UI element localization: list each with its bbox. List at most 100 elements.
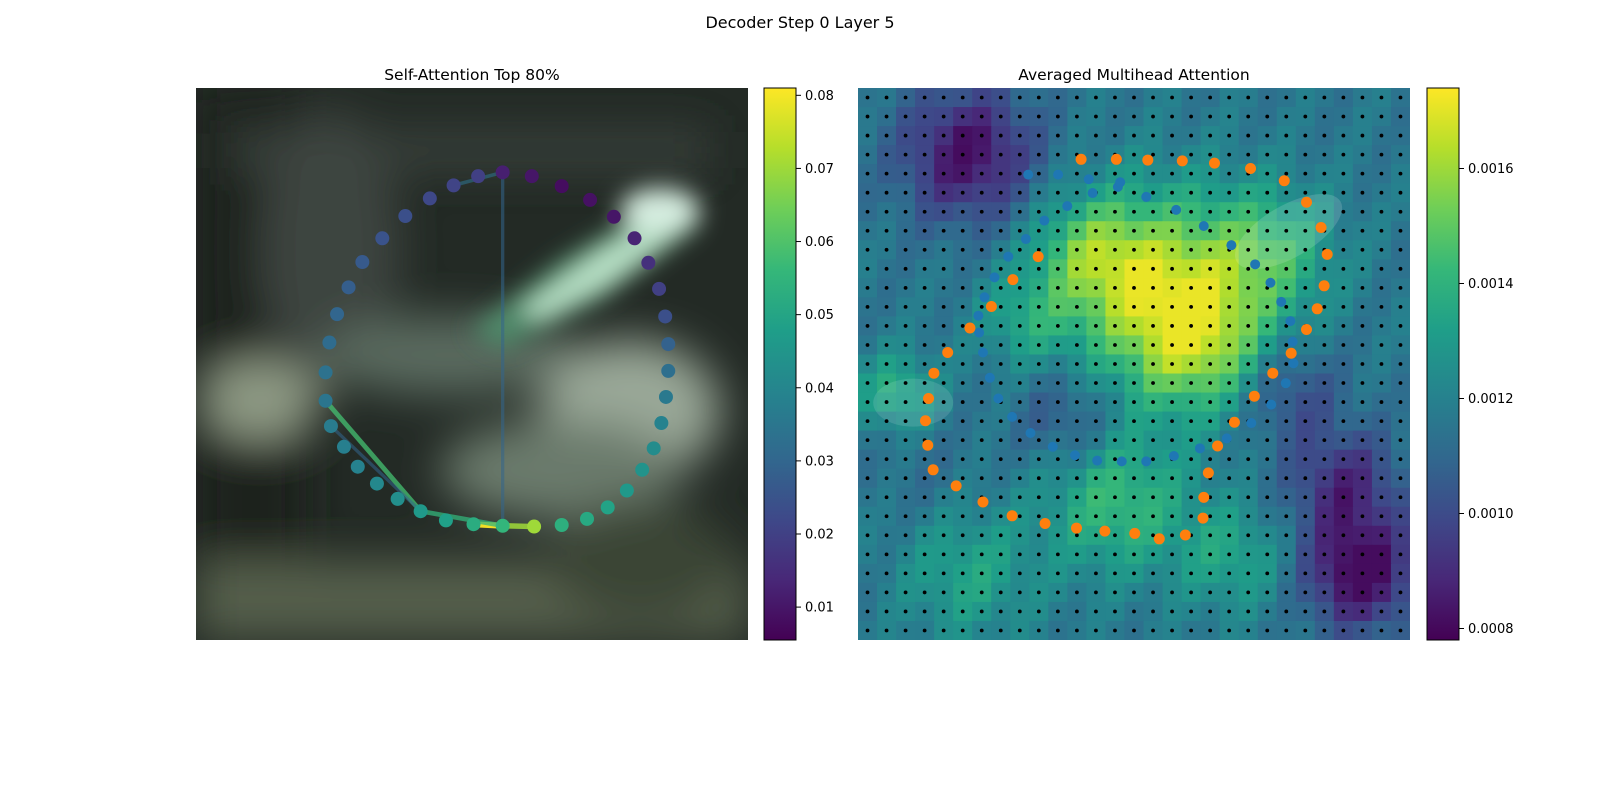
grid-dot — [1398, 285, 1403, 290]
contour-points — [318, 165, 676, 534]
grid-dot — [1017, 95, 1022, 100]
grid-dot — [1074, 419, 1079, 424]
grid-dot — [1017, 247, 1022, 252]
grid-dot — [1017, 419, 1022, 424]
grid-dot — [1113, 95, 1117, 100]
grid-dot — [1094, 133, 1098, 138]
grid-dot — [1094, 609, 1098, 614]
grid-dot — [979, 628, 984, 633]
grid-dot — [1017, 304, 1022, 309]
grid-dot — [1151, 514, 1155, 519]
grid-dot — [979, 114, 984, 119]
grid-dot — [1398, 571, 1403, 576]
grid-dot — [1074, 324, 1079, 328]
contour-point — [398, 209, 413, 224]
grid-dot — [1341, 628, 1346, 633]
colorbar-tick-label: 0.0008 — [1468, 622, 1514, 637]
grid-dot — [998, 190, 1003, 195]
predicted-point — [1007, 411, 1018, 422]
grid-dot — [903, 324, 908, 328]
contour-point — [438, 513, 453, 528]
ground-truth-point — [1278, 175, 1290, 187]
grid-dot — [960, 609, 965, 614]
grid-dot — [1151, 133, 1155, 138]
grid-dot — [1303, 552, 1308, 557]
grid-dot — [1284, 152, 1289, 157]
grid-dot — [1379, 285, 1384, 290]
grid-dot — [922, 609, 927, 614]
grid-dot — [960, 438, 965, 443]
grid-dot — [1113, 457, 1117, 462]
grid-dot — [1094, 476, 1098, 481]
grid-dot — [1055, 114, 1060, 119]
grid-dot — [865, 114, 870, 119]
grid-dot — [1017, 152, 1022, 157]
predicted-point — [974, 327, 985, 338]
grid-dot — [1322, 571, 1327, 576]
grid-dot — [1094, 590, 1098, 595]
grid-dot — [1398, 362, 1403, 366]
grid-dot — [1055, 590, 1060, 595]
grid-dot — [1074, 228, 1079, 233]
grid-dot — [941, 476, 946, 481]
ground-truth-point — [1212, 440, 1224, 452]
contour-point — [495, 165, 510, 180]
grid-dot — [1151, 495, 1155, 500]
grid-dot — [865, 609, 870, 614]
grid-dot — [1360, 266, 1365, 271]
grid-dot — [941, 190, 946, 195]
ground-truth-point — [1267, 367, 1279, 379]
grid-dot — [1189, 324, 1194, 328]
grid-dot — [1303, 362, 1308, 366]
grid-dot — [1055, 571, 1060, 576]
grid-dot — [1265, 514, 1270, 519]
grid-dot — [1265, 324, 1270, 328]
grid-dot — [1094, 171, 1098, 176]
grid-dot — [1113, 228, 1117, 233]
grid-dot — [1113, 514, 1117, 519]
grid-dot — [998, 285, 1003, 290]
grid-dot — [1132, 552, 1136, 557]
grid-dot — [865, 400, 870, 404]
grid-dot — [1017, 533, 1022, 538]
grid-dot — [1074, 400, 1079, 404]
grid-dot — [1227, 343, 1232, 347]
grid-dot — [1341, 247, 1346, 252]
contour-point — [524, 169, 539, 184]
grid-dot — [1036, 609, 1041, 614]
grid-dot — [979, 133, 984, 138]
grid-dot — [1265, 362, 1270, 366]
grid-dot — [1094, 247, 1098, 252]
grid-dot — [1017, 209, 1022, 214]
grid-dot — [922, 285, 927, 290]
grid-dot — [1017, 324, 1022, 328]
grid-dot — [1132, 381, 1136, 385]
grid-dot — [1036, 590, 1041, 595]
ground-truth-point — [1075, 153, 1087, 165]
grid-dot — [1265, 552, 1270, 557]
grid-dot — [922, 190, 927, 195]
grid-dot — [1074, 190, 1079, 195]
grid-dot — [903, 457, 908, 462]
attention-line — [323, 398, 424, 514]
grid-dot — [903, 495, 908, 500]
grid-dot — [1170, 285, 1174, 290]
grid-dot — [1398, 247, 1403, 252]
predicted-point — [1047, 441, 1058, 452]
grid-dot — [960, 533, 965, 538]
grid-dot — [922, 628, 927, 633]
grid-dot — [1189, 495, 1194, 500]
grid-dot — [1360, 476, 1365, 481]
grid-dot — [922, 476, 927, 481]
grid-dot — [1360, 628, 1365, 633]
grid-dot — [884, 190, 889, 195]
grid-dot — [1303, 571, 1308, 576]
contour-point — [369, 476, 384, 491]
grid-dot — [979, 228, 984, 233]
contour-point — [422, 191, 437, 206]
predicted-point — [1168, 451, 1179, 461]
grid-dot — [1227, 628, 1232, 633]
grid-dot — [1379, 247, 1384, 252]
grid-dot — [941, 209, 946, 214]
contour-point — [580, 511, 594, 526]
